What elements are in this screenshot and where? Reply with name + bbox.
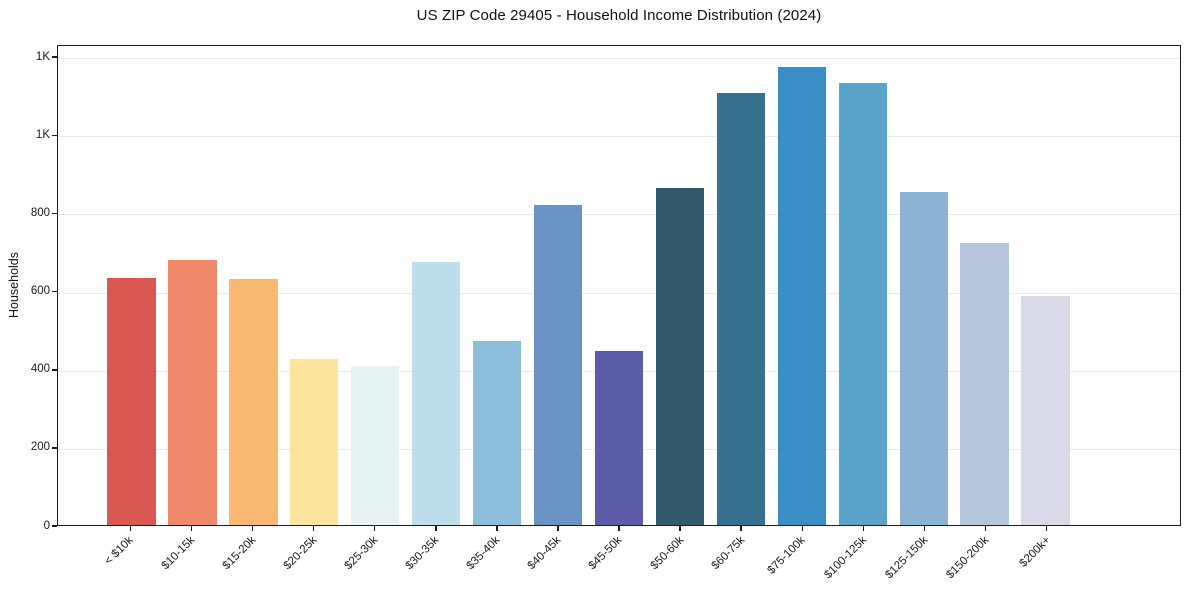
- bar: [594, 351, 644, 525]
- y-tick-label: 0: [43, 519, 50, 532]
- x-tick-mark: [923, 526, 926, 531]
- bar: [777, 66, 827, 525]
- bar: [472, 341, 522, 525]
- chart-title: US ZIP Code 29405 - Household Income Dis…: [416, 7, 822, 24]
- bar: [838, 82, 888, 525]
- bar: [350, 366, 400, 525]
- x-tick-mark: [679, 526, 681, 531]
- x-tick-mark: [496, 526, 498, 531]
- x-tick-mark: [373, 526, 376, 531]
- x-tick-mark: [129, 526, 132, 531]
- y-tick-label: 1K: [35, 50, 50, 63]
- y-tick-label: 600: [30, 285, 50, 298]
- gridline: [58, 214, 1180, 216]
- y-tick-mark: [51, 525, 57, 527]
- y-tick-label: 200: [30, 441, 50, 454]
- bar: [899, 191, 949, 525]
- plot-area: [57, 45, 1181, 526]
- bar: [411, 261, 461, 525]
- y-tick-mark: [51, 369, 57, 371]
- gridline: [58, 58, 1180, 60]
- x-tick-mark: [740, 526, 742, 531]
- bar: [960, 242, 1010, 525]
- y-tick-label: 800: [30, 206, 50, 219]
- y-tick-label: 400: [30, 363, 50, 376]
- y-tick-mark: [51, 212, 57, 215]
- bar: [167, 259, 217, 525]
- bar: [1021, 295, 1071, 525]
- bar: [716, 92, 766, 525]
- gridline: [58, 292, 1180, 294]
- x-tick-mark: [984, 526, 987, 531]
- bar: [533, 205, 583, 525]
- bar: [289, 359, 339, 525]
- x-tick-mark: [1045, 526, 1048, 531]
- x-tick-mark: [312, 526, 315, 531]
- y-tick-label: 1K: [35, 128, 50, 141]
- y-tick-mark: [51, 56, 57, 58]
- gridline: [58, 136, 1180, 138]
- x-tick-mark: [801, 526, 803, 531]
- y-tick-mark: [51, 134, 57, 136]
- x-tick-mark: [435, 526, 437, 531]
- y-tick-mark: [51, 447, 57, 449]
- bar: [655, 187, 705, 525]
- x-tick-mark: [190, 526, 193, 531]
- bar: [228, 279, 278, 525]
- bar: [106, 277, 156, 525]
- x-tick-mark: [618, 526, 620, 531]
- y-tick-mark: [51, 290, 57, 293]
- x-tick-mark: [251, 526, 254, 531]
- x-tick-mark: [862, 526, 865, 531]
- x-tick-mark: [557, 526, 559, 531]
